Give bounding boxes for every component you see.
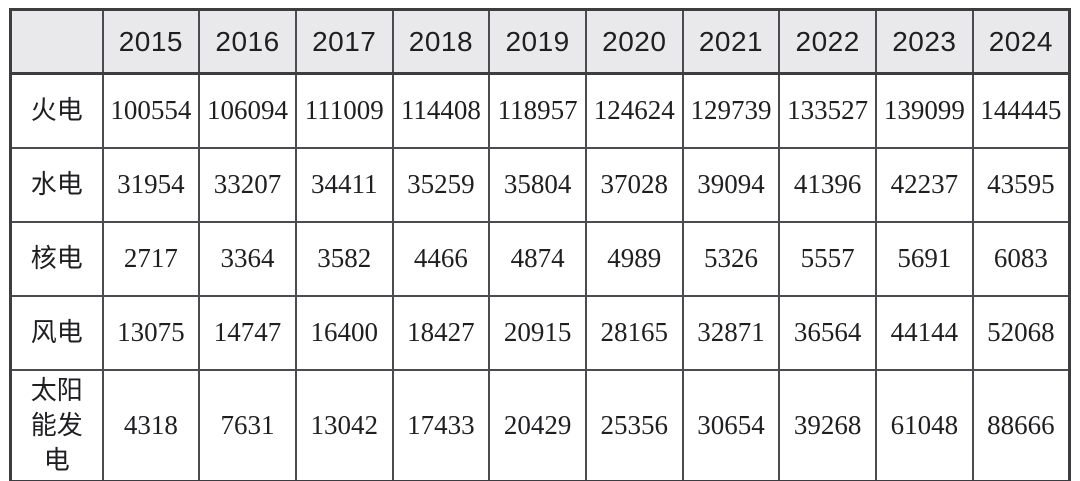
year-header: 2022 xyxy=(778,8,877,75)
value-cell: 25356 xyxy=(584,368,684,481)
value-cell: 28165 xyxy=(584,294,684,371)
row-label: 风电 xyxy=(9,294,104,371)
value-cell: 13075 xyxy=(101,294,201,371)
value-cell: 32871 xyxy=(681,294,781,371)
value-cell: 34411 xyxy=(294,146,394,223)
value-cell: 52068 xyxy=(971,294,1071,371)
value-cell: 37028 xyxy=(584,146,684,223)
row-label: 火电 xyxy=(9,72,104,149)
value-cell: 139099 xyxy=(875,72,974,149)
value-cell: 14747 xyxy=(198,294,297,371)
table-row: 太阳能发电 4318 7631 13042 17433 20429 25356 30654 39… xyxy=(9,368,1071,481)
value-cell: 43595 xyxy=(971,146,1071,223)
year-header: 2021 xyxy=(681,8,781,75)
value-cell: 18427 xyxy=(391,294,491,371)
header-row: 2015 2016 2017 2018 2019 2020 2021 2022 2023 2024 xyxy=(9,8,1071,75)
table-row: 核电 2717 3364 3582 4466 4874 4989 5326 5557 5691 60… xyxy=(9,220,1071,297)
table-row: 火电 100554 106094 111009 114408 118957 124624 12… xyxy=(9,72,1071,149)
year-header: 2019 xyxy=(488,8,587,75)
value-cell: 30654 xyxy=(681,368,781,481)
power-generation-table: 2015 2016 2017 2018 2019 2020 2021 2022 2023 2024… xyxy=(9,8,1071,481)
year-header: 2017 xyxy=(294,8,394,75)
value-cell: 20915 xyxy=(488,294,587,371)
year-header: 2016 xyxy=(198,8,297,75)
value-cell: 35259 xyxy=(391,146,491,223)
value-cell: 6083 xyxy=(971,220,1071,297)
value-cell: 88666 xyxy=(971,368,1071,481)
value-cell: 2717 xyxy=(101,220,201,297)
value-cell: 5691 xyxy=(875,220,974,297)
table-body: 火电 100554 106094 111009 114408 118957 124624 12… xyxy=(9,72,1071,481)
year-header: 2023 xyxy=(875,8,974,75)
value-cell: 106094 xyxy=(198,72,297,149)
value-cell: 20429 xyxy=(488,368,587,481)
value-cell: 129739 xyxy=(681,72,781,149)
value-cell: 39094 xyxy=(681,146,781,223)
value-cell: 31954 xyxy=(101,146,201,223)
value-cell: 7631 xyxy=(198,368,297,481)
value-cell: 111009 xyxy=(294,72,394,149)
table-row: 水电 31954 33207 34411 35259 35804 37028 39094 413… xyxy=(9,146,1071,223)
year-header: 2015 xyxy=(101,8,201,75)
row-label: 核电 xyxy=(9,220,104,297)
year-header: 2018 xyxy=(391,8,491,75)
table-head: 2015 2016 2017 2018 2019 2020 2021 2022 2023 2024 xyxy=(9,8,1071,75)
table-row: 风电 13075 14747 16400 18427 20915 28165 32871 365… xyxy=(9,294,1071,371)
value-cell: 61048 xyxy=(875,368,974,481)
row-label: 太阳能发电 xyxy=(9,368,104,481)
value-cell: 4874 xyxy=(488,220,587,297)
value-cell: 3582 xyxy=(294,220,394,297)
value-cell: 5326 xyxy=(681,220,781,297)
corner-cell xyxy=(9,8,104,75)
value-cell: 36564 xyxy=(778,294,877,371)
value-cell: 13042 xyxy=(294,368,394,481)
value-cell: 39268 xyxy=(778,368,877,481)
value-cell: 5557 xyxy=(778,220,877,297)
value-cell: 100554 xyxy=(101,72,201,149)
row-label: 水电 xyxy=(9,146,104,223)
value-cell: 118957 xyxy=(488,72,587,149)
year-header: 2024 xyxy=(971,8,1071,75)
value-cell: 144445 xyxy=(971,72,1071,149)
value-cell: 41396 xyxy=(778,146,877,223)
value-cell: 17433 xyxy=(391,368,491,481)
value-cell: 42237 xyxy=(875,146,974,223)
year-header: 2020 xyxy=(584,8,684,75)
value-cell: 4989 xyxy=(584,220,684,297)
value-cell: 33207 xyxy=(198,146,297,223)
value-cell: 4318 xyxy=(101,368,201,481)
value-cell: 16400 xyxy=(294,294,394,371)
value-cell: 124624 xyxy=(584,72,684,149)
value-cell: 44144 xyxy=(875,294,974,371)
value-cell: 114408 xyxy=(391,72,491,149)
value-cell: 35804 xyxy=(488,146,587,223)
value-cell: 4466 xyxy=(391,220,491,297)
value-cell: 3364 xyxy=(198,220,297,297)
value-cell: 133527 xyxy=(778,72,877,149)
